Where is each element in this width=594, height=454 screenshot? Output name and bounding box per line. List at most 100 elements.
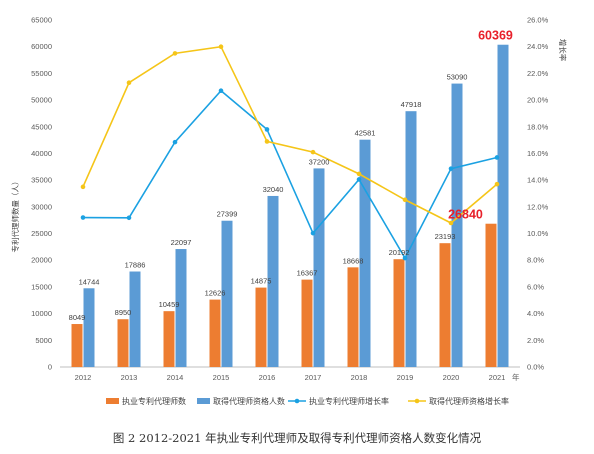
bar-qualified bbox=[405, 111, 417, 368]
y-tick-label: 20000 bbox=[31, 256, 52, 265]
highlight-value-label: 60369 bbox=[478, 29, 513, 43]
x-tick-label: 2012 bbox=[75, 373, 92, 382]
x-axis-ticks: 2012 2013 2014 2015 2016 2017 2018 2019 2020 2021 bbox=[75, 373, 506, 382]
y2-axis-title: 增长率 bbox=[558, 39, 568, 62]
bar-value-label: 18668 bbox=[343, 256, 364, 265]
legend-marker bbox=[294, 398, 300, 404]
bar-practicing bbox=[485, 223, 497, 367]
bar-value-label: 53090 bbox=[447, 73, 468, 82]
line-point bbox=[310, 149, 316, 155]
y-tick-label: 30000 bbox=[31, 202, 52, 211]
bar-qualified bbox=[313, 168, 325, 367]
bar-qualified bbox=[451, 83, 463, 367]
line-point bbox=[448, 220, 454, 226]
bar-qualified bbox=[267, 195, 279, 367]
bar-qualified bbox=[129, 271, 141, 367]
line-point bbox=[356, 171, 362, 177]
y-tick-label: 60000 bbox=[31, 42, 52, 51]
y2-tick-label: 12.0% bbox=[527, 202, 549, 211]
x-tick-label: 2021 bbox=[489, 373, 506, 382]
bar-value-label: 8049 bbox=[69, 313, 86, 322]
series-line-qualified-growth bbox=[82, 45, 498, 224]
y2-tick-label: 0.0% bbox=[527, 363, 544, 372]
highlight-value-label: 26840 bbox=[448, 208, 483, 222]
bar-value-label: 23193 bbox=[435, 232, 456, 241]
line-point bbox=[80, 184, 86, 190]
line-point bbox=[448, 166, 454, 171]
bar-practicing bbox=[439, 243, 451, 367]
bar-value-label: 20192 bbox=[389, 248, 410, 257]
bars bbox=[71, 44, 509, 368]
y-tick-label: 25000 bbox=[31, 229, 52, 238]
y2-tick-label: 2.0% bbox=[527, 336, 544, 345]
y-tick-label: 65000 bbox=[31, 16, 52, 25]
y2-tick-label: 16.0% bbox=[527, 149, 549, 158]
legend-label: 取得代理师资格人数 bbox=[213, 396, 285, 406]
y2-tick-label: 26.0% bbox=[527, 16, 549, 25]
bar-practicing bbox=[347, 267, 359, 367]
bar-value-label: 17886 bbox=[125, 261, 146, 270]
legend: 执业专利代理师数 取得代理师资格人数 执业专利代理师增长率 取得代理师资格增长率 bbox=[106, 396, 509, 406]
bar-practicing bbox=[301, 279, 313, 367]
bar-value-label: 8950 bbox=[115, 308, 132, 317]
line-point bbox=[172, 51, 178, 56]
x-axis-unit: 年 bbox=[512, 372, 520, 382]
bar-value-label: 32040 bbox=[263, 185, 284, 194]
x-tick-label: 2020 bbox=[443, 373, 460, 382]
bar-value-label: 37200 bbox=[309, 157, 330, 166]
x-tick-label: 2015 bbox=[213, 373, 230, 382]
y-tick-label: 45000 bbox=[31, 122, 52, 131]
value-labels: 8049 8950 10459 12626 14875 16367 18668 20192 23… bbox=[69, 29, 513, 322]
y2-tick-label: 6.0% bbox=[527, 282, 544, 291]
x-tick-label: 2013 bbox=[121, 373, 138, 382]
line-point bbox=[218, 88, 224, 94]
bar-value-label: 14875 bbox=[251, 277, 272, 286]
bar-value-label: 10459 bbox=[159, 300, 180, 309]
y2-tick-label: 24.0% bbox=[527, 42, 549, 51]
bar-practicing bbox=[209, 299, 221, 367]
y2-axis-ticks: 0.0% 2.0% 4.0% 6.0% 8.0% 10.0% 12.0% 14.0% 16.0%… bbox=[527, 16, 549, 372]
bar-practicing bbox=[117, 319, 129, 367]
x-tick-label: 2016 bbox=[259, 373, 276, 382]
x-tick-label: 2018 bbox=[351, 373, 368, 382]
line-point bbox=[356, 177, 362, 182]
y2-tick-label: 20.0% bbox=[527, 96, 549, 105]
bar-practicing bbox=[393, 259, 405, 367]
y2-tick-label: 8.0% bbox=[527, 256, 544, 265]
bar-practicing bbox=[163, 311, 175, 367]
line-point bbox=[310, 230, 316, 236]
y2-tick-label: 10.0% bbox=[527, 229, 549, 238]
line-point bbox=[126, 80, 132, 86]
bar-qualified bbox=[359, 139, 371, 367]
x-tick-label: 2017 bbox=[305, 373, 322, 382]
line-point bbox=[218, 44, 224, 49]
bar-value-label: 16367 bbox=[297, 269, 318, 278]
y2-tick-label: 14.0% bbox=[527, 176, 549, 185]
bar-value-label: 47918 bbox=[401, 100, 422, 109]
y-tick-label: 15000 bbox=[31, 282, 52, 291]
y-axis-ticks: 0 5000 10000 15000 20000 25000 30000 35000 40000… bbox=[31, 16, 52, 372]
bar-qualified bbox=[83, 288, 95, 367]
bar-value-label: 27399 bbox=[217, 210, 238, 219]
bar-practicing bbox=[71, 324, 83, 367]
bar-value-label: 14744 bbox=[79, 277, 100, 286]
line-point bbox=[126, 215, 132, 221]
series-line-practicing-growth bbox=[82, 89, 498, 260]
legend-label: 执业专利代理师数 bbox=[122, 396, 186, 406]
line-point bbox=[494, 155, 500, 160]
x-tick-label: 2014 bbox=[167, 373, 184, 382]
legend-swatch bbox=[197, 398, 210, 404]
y2-tick-label: 4.0% bbox=[527, 309, 544, 318]
line-point bbox=[264, 127, 270, 132]
legend-label: 执业专利代理师增长率 bbox=[309, 396, 389, 406]
bar-value-label: 12626 bbox=[205, 289, 226, 298]
chart: 0 5000 10000 15000 20000 25000 30000 35000 40000… bbox=[10, 16, 568, 407]
lines bbox=[80, 44, 500, 261]
bar-value-label: 42581 bbox=[355, 129, 376, 138]
line-point bbox=[402, 255, 408, 261]
line-point bbox=[80, 215, 86, 220]
figure-caption: 图 2 2012-2021 年执业专利代理师及取得专利代理师资格人数变化情况 bbox=[112, 431, 482, 445]
y-tick-label: 5000 bbox=[35, 336, 52, 345]
line-point bbox=[172, 139, 178, 145]
line-point bbox=[264, 139, 270, 144]
